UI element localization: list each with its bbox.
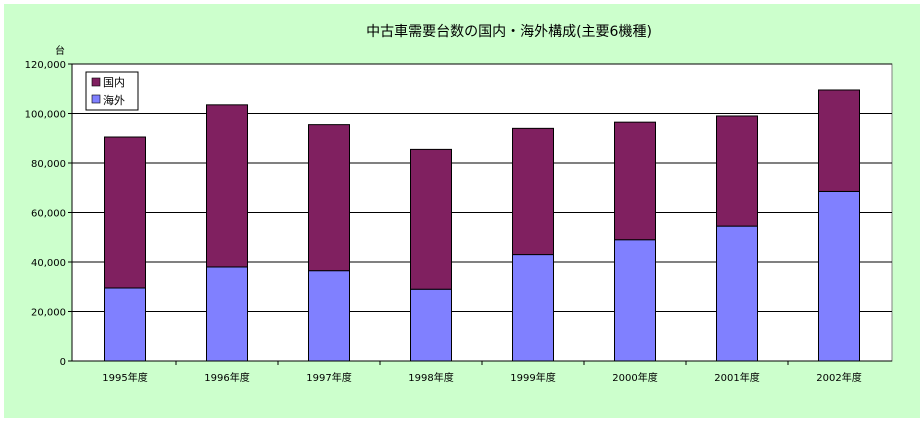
bar-segment-domestic [206,104,248,268]
bar-segment-overseas [104,287,146,362]
y-tick-labels: 0 20,000 40,000 60,000 80,000 100,000 120,000 [25,60,66,368]
bars [104,89,860,362]
x-tick-label: 1996年度 [204,371,249,384]
legend-swatch-overseas [91,94,101,104]
x-tick-label: 1997年度 [306,371,351,384]
bar-segment-domestic [716,115,758,227]
bar-segment-overseas [206,266,248,362]
bar-segment-overseas [818,190,860,362]
legend: 国内 海外 [85,71,139,111]
legend-swatch-domestic [91,77,101,87]
legend-label-overseas: 海外 [103,93,125,107]
bar-segment-domestic [614,121,656,241]
bar-segment-domestic [410,148,452,290]
y-tick-label: 40,000 [31,258,66,269]
bar-segment-overseas [410,288,452,362]
x-tick-labels: 1995年度 1996年度 1997年度 1998年度 1999年度 2000年度 2001… [102,371,861,384]
y-tick-label: 120,000 [25,60,66,71]
y-tick-label: 0 [60,357,66,368]
chart-title: 中古車需要台数の国内・海外構成(主要6機種) [366,23,652,40]
x-tick-label: 2000年度 [612,371,657,384]
y-tick-label: 100,000 [25,110,66,121]
bar-segment-overseas [308,270,350,362]
axes [68,63,892,365]
legend-label-domestic: 国内 [103,75,125,89]
y-tick-label: 60,000 [31,209,66,220]
x-tick-label: 2002年度 [816,371,861,384]
x-tick-label: 1998年度 [408,371,453,384]
bar-segment-overseas [614,239,656,362]
x-tick-label: 1999年度 [510,371,555,384]
bar-segment-domestic [308,124,350,272]
bar-segment-domestic [104,136,146,289]
bar-segment-overseas [512,254,554,362]
bar-segment-overseas [716,225,758,362]
bar-segment-domestic [512,127,554,256]
x-tick-label: 2001年度 [714,371,759,384]
x-tick-label: 1995年度 [102,371,147,384]
y-tick-label: 20,000 [31,308,66,319]
bar-segment-domestic [818,89,860,192]
y-tick-label: 80,000 [31,159,66,170]
y-unit-label: 台 [55,44,65,57]
